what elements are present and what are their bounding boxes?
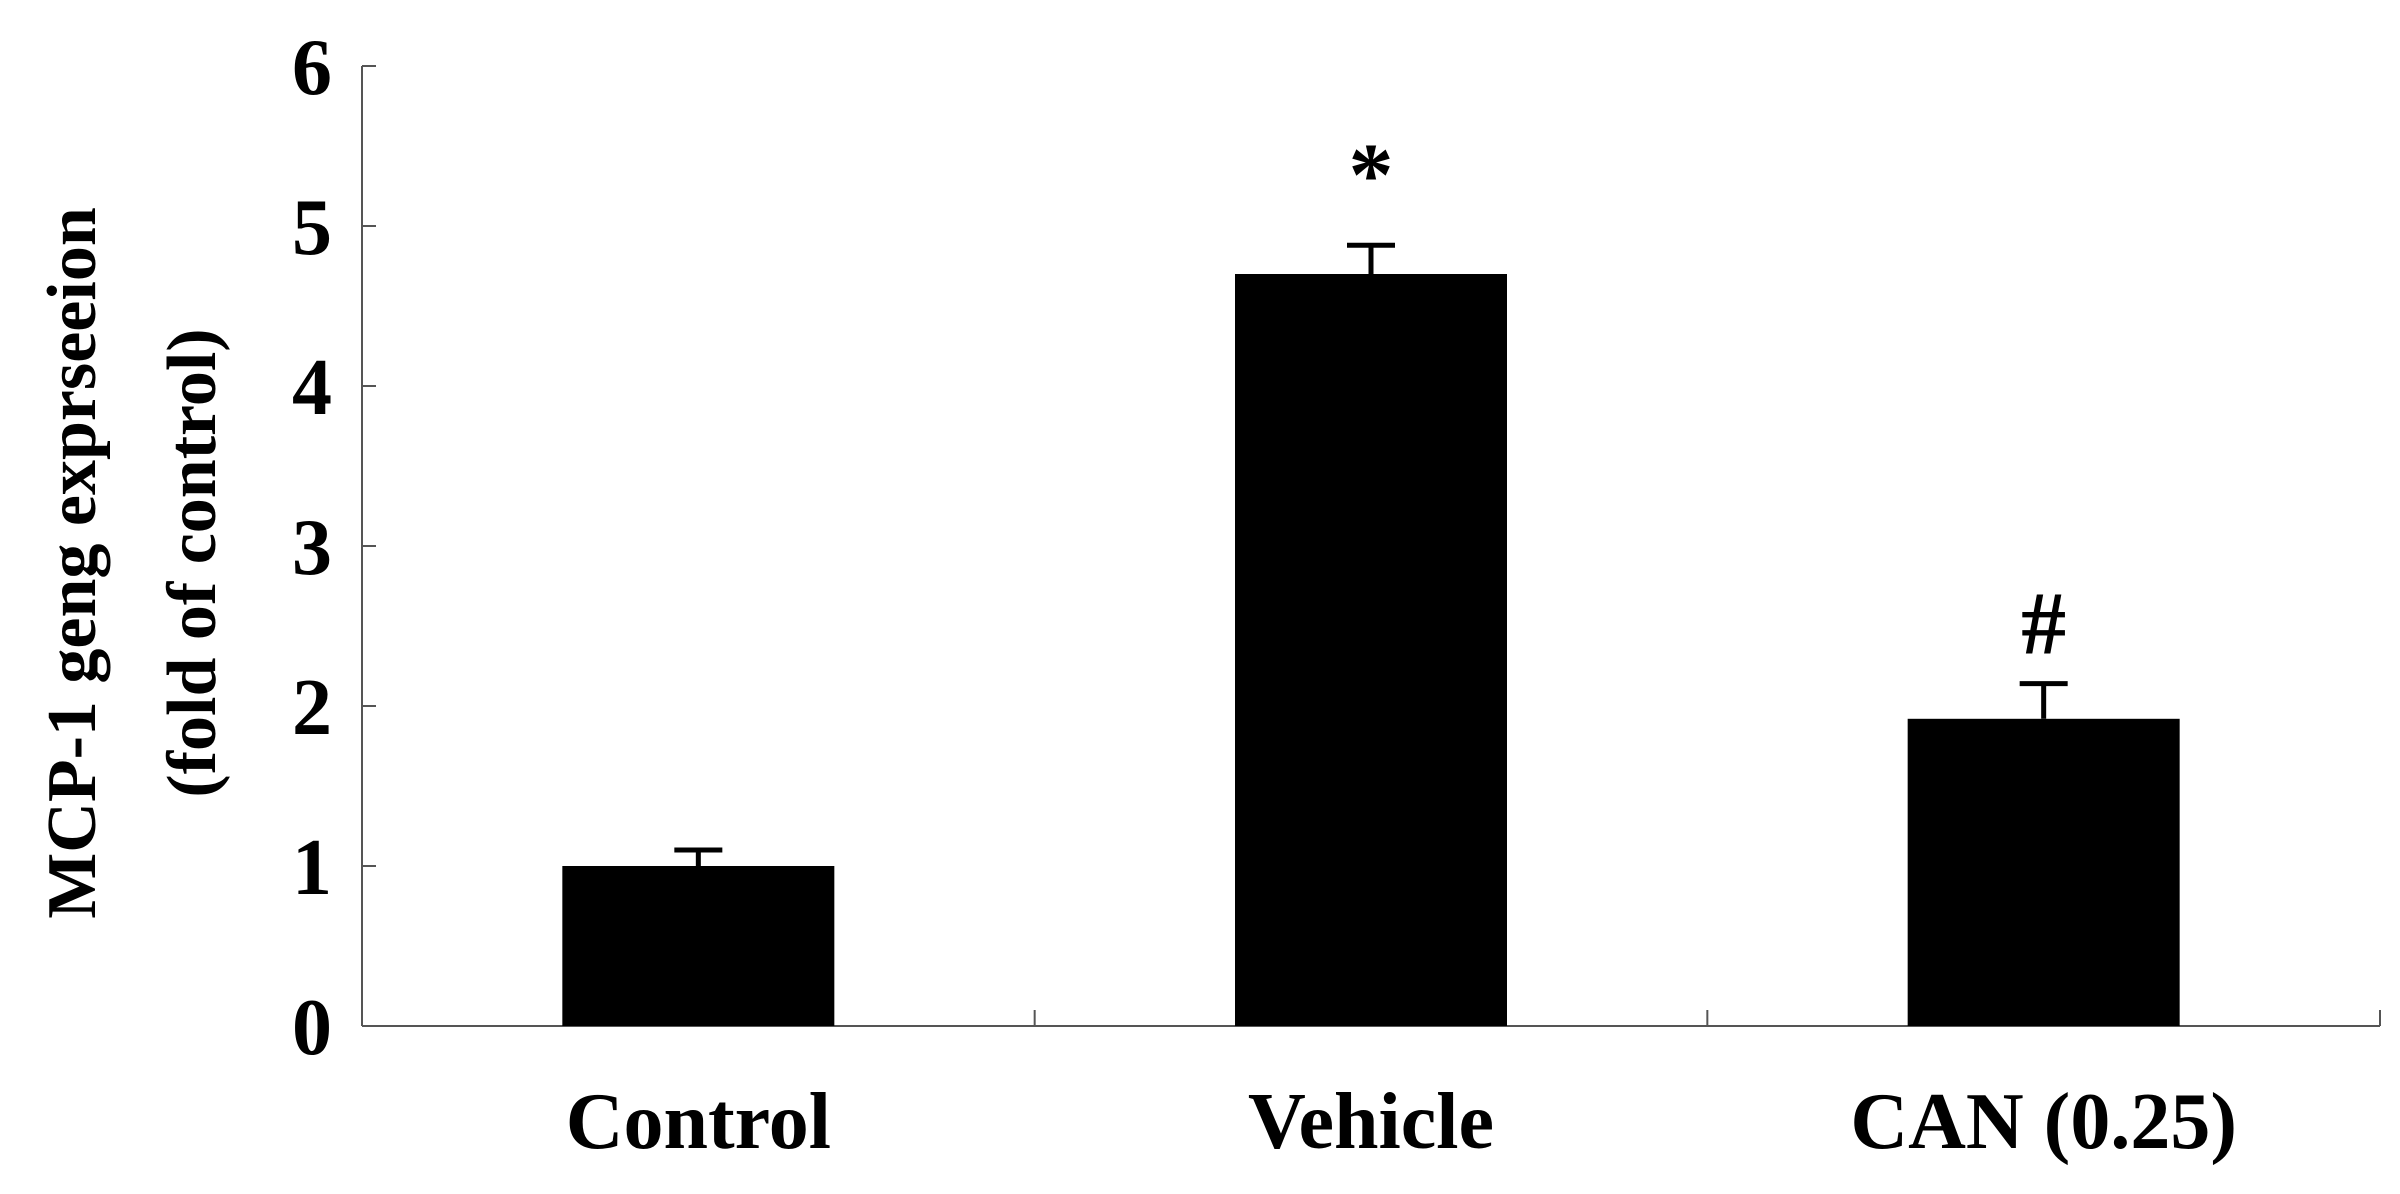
y-ticks: 0 1 2 3 4 5 6 xyxy=(292,24,376,1072)
bar-control xyxy=(562,866,835,1026)
y-tick-label: 2 xyxy=(292,664,332,752)
y-tick-label: 6 xyxy=(292,24,332,112)
y-tick-label: 1 xyxy=(292,824,332,912)
y-tick-label: 5 xyxy=(292,184,332,272)
y-axis-title: MCP-1 geng exprseeion (fold of control) xyxy=(34,207,231,919)
x-tick-label: Vehicle xyxy=(1248,1078,1494,1166)
y-axis-title-line-2: (fold of control) xyxy=(154,328,231,797)
x-tick-labels: Control Vehicle CAN (0.25) xyxy=(566,1078,2237,1166)
error-bar xyxy=(1347,242,1395,274)
significance-marker: * xyxy=(1349,126,1394,225)
y-tick-label: 0 xyxy=(292,984,332,1072)
bars: *# xyxy=(562,126,2180,1026)
y-tick-label: 3 xyxy=(292,504,332,592)
error-bar xyxy=(2019,681,2068,719)
y-axis-title-line-1: MCP-1 geng exprseeion xyxy=(34,207,111,919)
x-tick-label: Control xyxy=(566,1078,831,1166)
bar-vehicle xyxy=(1235,274,1507,1026)
error-bar xyxy=(674,847,723,866)
bar-can-0-25 xyxy=(1907,718,2180,1026)
x-tick-label: CAN (0.25) xyxy=(1850,1078,2237,1166)
y-tick-label: 4 xyxy=(292,344,332,432)
significance-marker: # xyxy=(2021,575,2066,674)
